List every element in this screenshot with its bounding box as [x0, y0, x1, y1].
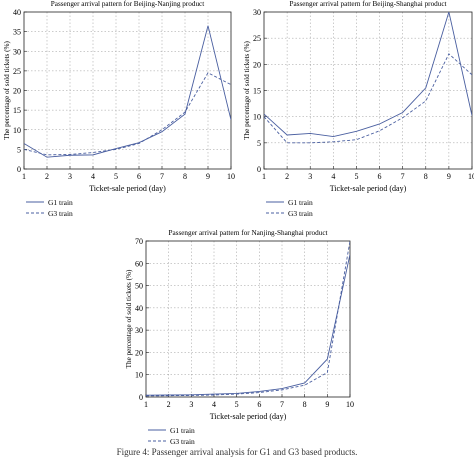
x-tick-label: 4: [91, 172, 95, 181]
x-tick-label: 10: [468, 172, 474, 181]
y-tick-label: 30: [135, 326, 143, 335]
y-tick-label: 5: [17, 145, 21, 154]
x-axis-label: Ticket-sale period (day): [89, 184, 166, 193]
y-tick-label: 20: [13, 87, 21, 96]
x-tick-label: 6: [137, 172, 141, 181]
x-tick-label: 3: [68, 172, 72, 181]
y-tick-label: 0: [17, 165, 21, 174]
y-tick-label: 5: [257, 139, 261, 148]
chart-title: Passenger arrival pattern for Beijing-Sh…: [289, 0, 446, 8]
x-tick-label: 6: [378, 172, 382, 181]
x-tick-label: 2: [285, 172, 289, 181]
figure-caption: Figure 4: Passenger arrival analysis for…: [116, 447, 358, 457]
series-line-g1: [264, 12, 472, 138]
y-tick-label: 10: [253, 113, 261, 122]
y-tick-label: 30: [13, 47, 21, 56]
chart-title: Passenger arrival pattern for Nanjing-Sh…: [168, 229, 327, 237]
legend-label: G1 train: [288, 198, 313, 207]
y-tick-label: 0: [139, 393, 143, 402]
x-tick-label: 7: [160, 172, 164, 181]
series-line-g1: [24, 25, 231, 158]
x-tick-label: 3: [308, 172, 312, 181]
x-tick-label: 8: [303, 400, 307, 409]
x-tick-label: 2: [167, 400, 171, 409]
x-tick-label: 6: [257, 400, 261, 409]
x-tick-label: 10: [346, 400, 354, 409]
x-tick-label: 2: [45, 172, 49, 181]
y-tick-label: 35: [13, 28, 21, 37]
series-line-g3: [146, 241, 350, 397]
x-tick-label: 10: [227, 172, 235, 181]
y-tick-label: 50: [135, 282, 143, 291]
y-tick-label: 40: [135, 304, 143, 313]
y-axis-label: The percentage of sold tickets (%): [125, 269, 133, 368]
series-line-g3: [264, 53, 472, 144]
y-axis-label: The percentage of sold tickets (%): [243, 41, 251, 140]
y-tick-label: 10: [13, 126, 21, 135]
y-tick-label: 20: [253, 60, 261, 69]
chart-title: Passenger arrival pattern for Beijing-Na…: [51, 0, 205, 8]
y-tick-label: 15: [253, 87, 261, 96]
legend-label: G3 train: [48, 209, 73, 218]
series-line-g1: [146, 254, 350, 396]
x-tick-label: 8: [183, 172, 187, 181]
x-tick-label: 9: [325, 400, 329, 409]
plot-frame: [145, 240, 351, 398]
x-tick-label: 5: [354, 172, 358, 181]
x-tick-label: 1: [22, 172, 26, 181]
x-tick-label: 7: [280, 400, 284, 409]
x-tick-label: 1: [262, 172, 266, 181]
x-tick-label: 3: [189, 400, 193, 409]
x-axis-label: Ticket-sale period (day): [210, 412, 287, 421]
y-tick-label: 25: [13, 67, 21, 76]
legend-label: G1 train: [170, 426, 195, 435]
x-tick-label: 9: [447, 172, 451, 181]
y-axis-label: The percentage of sold tickets (%): [3, 41, 11, 140]
y-tick-label: 30: [253, 8, 261, 17]
series-line-g3: [24, 72, 231, 156]
y-tick-label: 20: [135, 348, 143, 357]
plot-frame: [263, 11, 473, 170]
legend-label: G3 train: [288, 209, 313, 218]
y-tick-label: 60: [135, 259, 143, 268]
x-tick-label: 8: [424, 172, 428, 181]
legend-label: G3 train: [170, 437, 195, 446]
x-tick-label: 5: [235, 400, 239, 409]
chart-2: Passenger arrival pattern for Beijing-Sh…: [243, 0, 474, 218]
x-tick-label: 1: [144, 400, 148, 409]
chart-1: Passenger arrival pattern for Beijing-Na…: [3, 0, 235, 218]
x-tick-label: 5: [114, 172, 118, 181]
x-axis-label: Ticket-sale period (day): [330, 184, 407, 193]
x-tick-label: 9: [206, 172, 210, 181]
y-tick-label: 25: [253, 34, 261, 43]
x-tick-label: 4: [212, 400, 216, 409]
y-tick-label: 15: [13, 106, 21, 115]
chart-3: Passenger arrival pattern for Nanjing-Sh…: [125, 229, 354, 446]
y-tick-label: 70: [135, 237, 143, 246]
x-tick-label: 7: [401, 172, 405, 181]
y-tick-label: 40: [13, 8, 21, 17]
y-tick-label: 10: [135, 371, 143, 380]
y-tick-label: 0: [257, 165, 261, 174]
x-tick-label: 4: [331, 172, 335, 181]
legend-label: G1 train: [48, 198, 73, 207]
